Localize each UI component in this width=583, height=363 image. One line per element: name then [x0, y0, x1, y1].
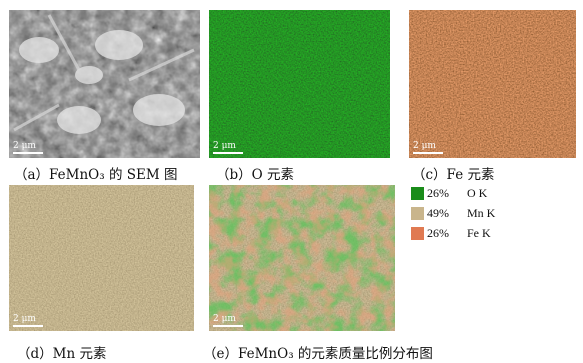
scale-bar: 2 μm — [13, 315, 43, 327]
legend-item-fe: 26% Fe K — [411, 223, 495, 243]
element-legend: 26% O K 49% Mn K 26% Fe K — [411, 183, 495, 243]
legend-label: Fe K — [467, 225, 491, 240]
scale-bar-label: 2 μm — [213, 141, 236, 151]
legend-percent: 26% — [427, 225, 449, 240]
legend-item-o: 26% O K — [411, 183, 495, 203]
panel-d-mn-map: 2 μm — [9, 185, 194, 331]
caption-panel-a: （a）FeMnO₃ 的 SEM 图 — [14, 167, 178, 183]
caption-panel-d: （d）Mn 元素 — [17, 346, 107, 362]
legend-item-mn: 49% Mn K — [411, 203, 495, 223]
caption-panel-b: （b）O 元素 — [216, 167, 295, 183]
caption-panel-e: （e）FeMnO₃ 的元素质量比例分布图 — [203, 346, 433, 362]
panel-b-o-map: 2 μm — [209, 10, 390, 158]
scale-bar-label: 2 μm — [13, 141, 36, 151]
legend-swatch — [411, 206, 424, 220]
scale-bar-label: 2 μm — [413, 141, 436, 151]
panel-c-fe-map: 2 μm — [409, 10, 576, 158]
legend-label: Mn K — [467, 205, 496, 220]
legend-label: O K — [467, 185, 488, 200]
legend-swatch — [411, 186, 424, 200]
panel-e-overlay-map: 2 μm — [209, 185, 395, 331]
panel-a-sem-image: 2 μm — [9, 10, 200, 158]
scale-bar: 2 μm — [213, 315, 243, 327]
legend-percent: 49% — [427, 205, 449, 220]
scale-bar: 2 μm — [413, 142, 443, 154]
legend-percent: 26% — [427, 185, 449, 200]
caption-panel-c: （c）Fe 元素 — [412, 167, 495, 183]
scale-bar-label: 2 μm — [13, 314, 36, 324]
scale-bar: 2 μm — [13, 142, 43, 154]
scale-bar-label: 2 μm — [213, 314, 236, 324]
scale-bar: 2 μm — [213, 142, 243, 154]
legend-swatch — [411, 226, 424, 240]
